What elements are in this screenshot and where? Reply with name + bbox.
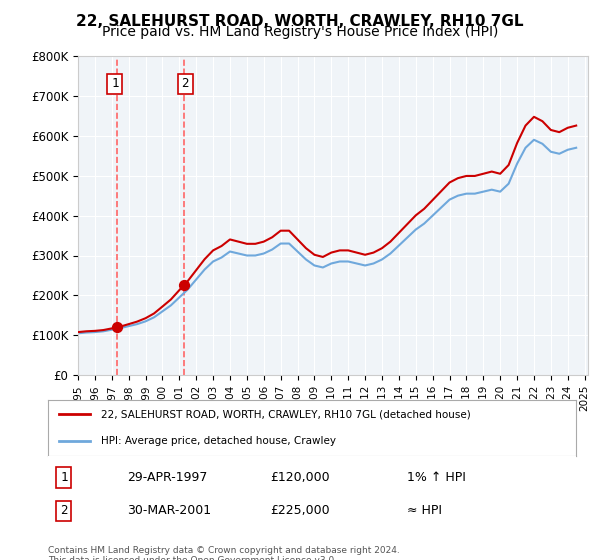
Text: 29-APR-1997: 29-APR-1997 bbox=[127, 471, 208, 484]
Text: 22, SALEHURST ROAD, WORTH, CRAWLEY, RH10 7GL (detached house): 22, SALEHURST ROAD, WORTH, CRAWLEY, RH10… bbox=[101, 409, 470, 419]
Text: 2: 2 bbox=[60, 505, 68, 517]
Text: 2: 2 bbox=[181, 77, 189, 90]
Text: £225,000: £225,000 bbox=[270, 505, 329, 517]
Text: 1: 1 bbox=[111, 77, 119, 90]
Text: 22, SALEHURST ROAD, WORTH, CRAWLEY, RH10 7GL: 22, SALEHURST ROAD, WORTH, CRAWLEY, RH10… bbox=[76, 14, 524, 29]
Point bbox=[113, 323, 122, 332]
Text: 1% ↑ HPI: 1% ↑ HPI bbox=[407, 471, 466, 484]
Text: 1: 1 bbox=[60, 471, 68, 484]
Text: Price paid vs. HM Land Registry's House Price Index (HPI): Price paid vs. HM Land Registry's House … bbox=[102, 25, 498, 39]
Point bbox=[179, 281, 188, 290]
Text: 30-MAR-2001: 30-MAR-2001 bbox=[127, 505, 211, 517]
Text: ≈ HPI: ≈ HPI bbox=[407, 505, 442, 517]
Text: Contains HM Land Registry data © Crown copyright and database right 2024.
This d: Contains HM Land Registry data © Crown c… bbox=[48, 546, 400, 560]
Text: £120,000: £120,000 bbox=[270, 471, 329, 484]
Text: HPI: Average price, detached house, Crawley: HPI: Average price, detached house, Craw… bbox=[101, 436, 336, 446]
